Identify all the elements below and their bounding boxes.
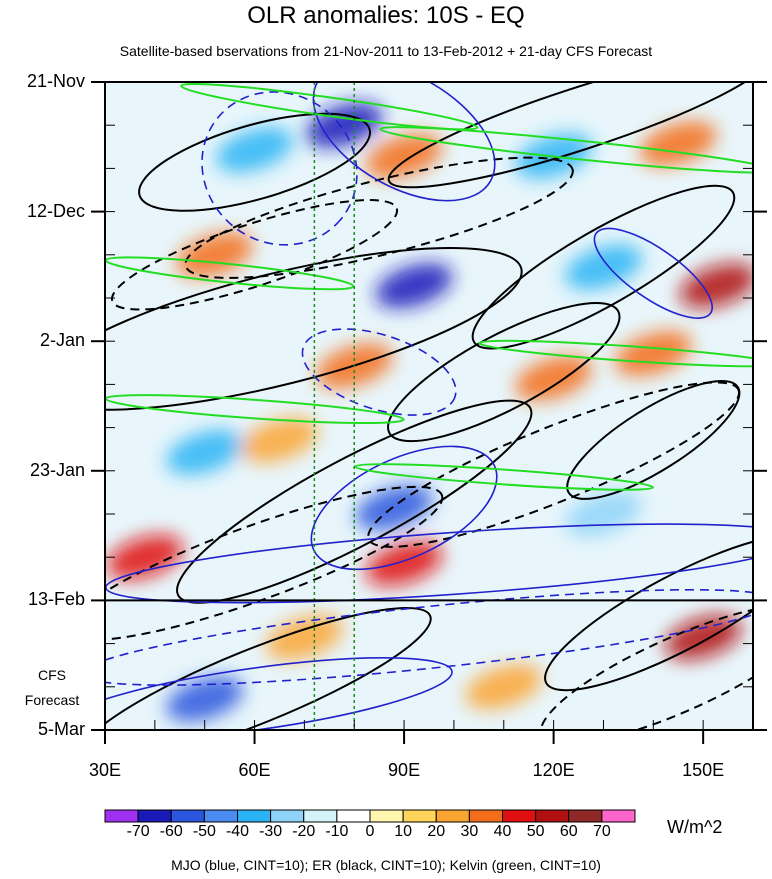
anomaly-blob-6 [375,263,453,309]
er-contour-3 [471,184,736,350]
units-label: W/m^2 [667,817,723,837]
colorbar-label-8: 10 [394,823,413,840]
er-contour-13 [539,603,753,730]
mjo-contour-5 [105,588,753,686]
forecast-label-line1: CFS [38,667,66,683]
er-contour-1 [387,82,753,189]
colorbar-label-6: -10 [325,823,349,840]
er-contour-9 [184,156,574,279]
mjo-contour-3 [310,445,498,571]
chart-title: OLR anomalies: 10S - EQ [247,2,525,29]
colorbar-label-10: 30 [460,823,479,840]
anomaly-blob-5 [176,232,254,278]
colorbar-label-4: -30 [259,823,283,840]
reference-longitude-lines [313,82,355,730]
y-tick-label-3: 23-Jan [29,459,85,480]
er-contour-8 [105,606,432,730]
kelvin-contour-3 [478,339,753,368]
forecast-label-line2: Forecast [24,692,80,708]
er-contour-0 [138,112,371,212]
kelvin-contour-1 [379,126,753,174]
colorbar-label-9: 20 [427,823,446,840]
er-contour-5 [387,301,621,443]
anomaly-blob-19 [166,676,244,722]
mjo-contour-2 [301,328,457,416]
mjo-contour-0 [201,91,358,246]
x-tick-label-2: 90E [388,760,421,780]
colorbar-label-3: -40 [225,823,250,840]
plot-frame [104,81,754,731]
colorbar-label-5: -20 [292,823,316,840]
anomaly-blob-12 [166,429,244,475]
colorbar-label-7: 0 [365,823,375,840]
colorbar-label-12: 50 [526,823,545,840]
chart-subtitle: Satellite-based bservations from 21-Nov-… [119,43,653,59]
er-contour-12 [105,485,444,641]
colorbar-label-14: 70 [592,823,611,840]
colorbar-label-2: -50 [192,823,216,840]
er-contour-7 [544,534,753,692]
anomaly-blob-21 [465,664,543,710]
x-tick-label-4: 150E [682,760,725,780]
er-contours [105,82,753,730]
mjo-contour-7 [593,227,713,319]
y-tick-label-0: 21-Nov [26,71,85,91]
contour-caption: MJO (blue, CINT=10); ER (black, CINT=10)… [171,857,601,873]
anomaly-blob-1 [216,127,293,173]
x-tick-label-1: 60E [238,760,271,780]
anomaly-blob-11 [614,331,692,377]
anomaly-blob-16 [365,540,443,586]
anomaly-blob-10 [515,355,593,401]
y-tick-label-5: 5-Mar [37,719,85,739]
anomaly-blob-7 [565,244,642,290]
x-tick-label-3: 120E [532,760,575,780]
mjo-contour-1 [312,82,496,202]
plot-background [105,82,753,730]
colorbar-label-0: -70 [126,823,150,840]
x-tick-label-0: 30E [88,760,122,780]
er-contour-10 [110,199,399,311]
colorbar-label-13: 60 [559,823,578,840]
kelvin-contour-0 [180,82,479,131]
y-tick-label-4: 13-Feb [27,589,85,610]
y-tick-label-1: 12-Dec [26,200,85,221]
anomaly-blob-14 [241,417,318,463]
axis-ticks [91,81,767,744]
anomaly-blob-4 [365,133,443,179]
anomaly-blob-15 [106,534,184,580]
er-contour-11 [367,381,741,548]
y-tick-label-2: 2-Jan [39,330,85,351]
anomaly-blob-18 [664,614,742,660]
er-contour-4 [176,399,533,604]
colorbar-label-11: 40 [493,823,512,840]
anomaly-blob-8 [679,263,753,309]
colorbar-label-1: -60 [159,823,183,840]
anomaly-blob-20 [265,614,343,660]
